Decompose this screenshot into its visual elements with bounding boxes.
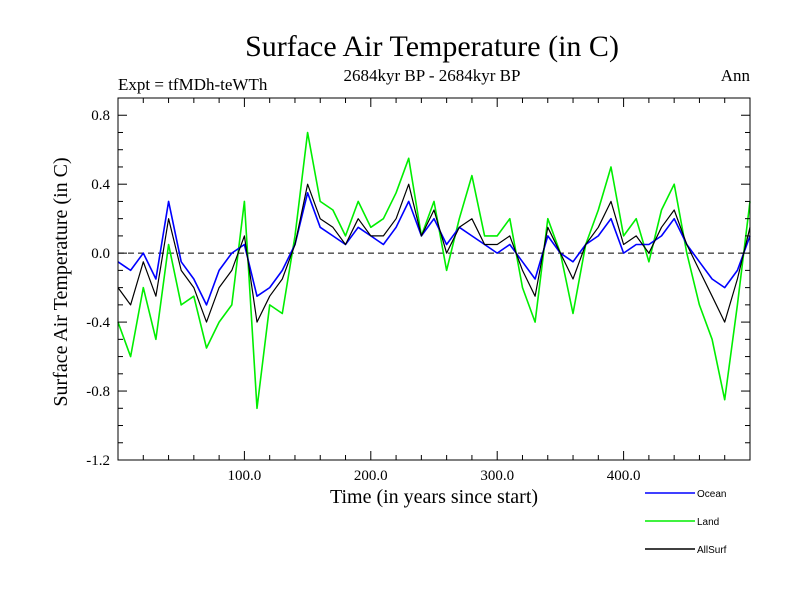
- experiment-label: Expt = tfMDh-teWTh: [118, 75, 268, 94]
- y-tick-label: 0.0: [91, 246, 110, 262]
- x-axis-label: Time (in years since start): [330, 486, 538, 508]
- axes-layer: 100.0 200.0 300.0 400.0 -1.2 -0.8 -0.4 0.0 0.4 0.…: [86, 97, 751, 484]
- series-ocean-line: [117, 192, 751, 306]
- y-tick-label: 0.8: [91, 108, 110, 124]
- plot-frame: [117, 97, 751, 461]
- y-tick-label: -1.2: [86, 453, 110, 469]
- y-tick-label: -0.4: [86, 315, 110, 331]
- legend: Ocean Land AllSurf: [645, 489, 727, 556]
- legend-label-land: Land: [697, 517, 719, 528]
- x-tick-label: 400.0: [607, 468, 641, 484]
- x-tick-label: 300.0: [480, 468, 514, 484]
- x-tick-label: 200.0: [354, 468, 388, 484]
- legend-label-allsurf: AllSurf: [697, 545, 727, 556]
- series-allsurf-line: [117, 183, 751, 323]
- series-land-line: [117, 131, 751, 410]
- legend-label-ocean: Ocean: [697, 489, 726, 500]
- series-layer: [117, 131, 751, 410]
- period-label: 2684kyr BP - 2684kyr BP: [344, 66, 521, 85]
- y-axis-label: Surface Air Temperature (in C): [50, 157, 72, 406]
- x-tick-label: 100.0: [228, 468, 262, 484]
- y-tick-label: -0.8: [86, 384, 110, 400]
- season-label: Ann: [721, 66, 751, 85]
- chart-title: Surface Air Temperature (in C): [245, 30, 619, 63]
- y-tick-label: 0.4: [91, 177, 110, 193]
